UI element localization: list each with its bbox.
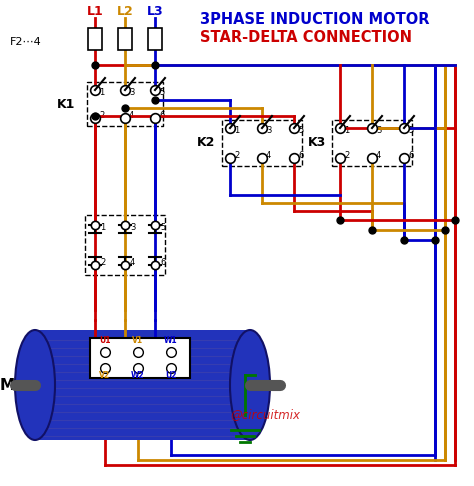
Text: K2: K2 [197, 137, 215, 150]
Bar [222, 120, 302, 166]
Text: 3PHASE INDUCTION MOTOR: 3PHASE INDUCTION MOTOR [200, 12, 429, 27]
Text: 6: 6 [408, 151, 413, 160]
Bar [85, 215, 165, 275]
Bar [35, 330, 250, 440]
Text: L2: L2 [117, 5, 133, 18]
Bar [87, 82, 163, 126]
Text: 4: 4 [129, 111, 134, 120]
Text: W1: W1 [164, 336, 178, 345]
Text: 4: 4 [266, 151, 271, 160]
Text: L3: L3 [146, 5, 164, 18]
Text: L1: L1 [87, 5, 103, 18]
Text: 5: 5 [159, 88, 164, 97]
Text: 4: 4 [376, 151, 381, 160]
Text: K3: K3 [308, 137, 326, 150]
Bar [90, 338, 190, 378]
Bar [332, 120, 412, 166]
Text: 1: 1 [99, 88, 104, 97]
Text: 3: 3 [376, 126, 382, 135]
Text: 2: 2 [100, 258, 105, 267]
Text: M: M [0, 378, 15, 393]
Text: 5: 5 [408, 126, 413, 135]
Text: W2: W2 [131, 371, 145, 380]
Text: 2: 2 [99, 111, 104, 120]
Bar [148, 28, 162, 50]
Text: 1: 1 [100, 223, 105, 232]
Text: 2: 2 [234, 151, 239, 160]
Text: 3: 3 [129, 88, 134, 97]
Bar [118, 28, 132, 50]
Bar [88, 28, 102, 50]
Text: 3: 3 [130, 223, 136, 232]
Text: U1: U1 [99, 336, 111, 345]
Text: 6: 6 [298, 151, 303, 160]
Text: V1: V1 [132, 336, 144, 345]
Text: F2⋯4: F2⋯4 [10, 37, 42, 47]
Text: 4: 4 [130, 258, 135, 267]
Text: 6: 6 [159, 111, 164, 120]
Text: 3: 3 [266, 126, 272, 135]
Text: 5: 5 [160, 223, 165, 232]
Text: U2: U2 [165, 371, 177, 380]
Text: 1: 1 [234, 126, 239, 135]
Text: 6: 6 [160, 258, 165, 267]
Text: 2: 2 [344, 151, 349, 160]
Text: 1: 1 [344, 126, 349, 135]
Text: K1: K1 [56, 98, 75, 110]
Text: V2: V2 [100, 371, 110, 380]
Text: @circuitmix: @circuitmix [230, 409, 300, 421]
Ellipse shape [230, 330, 270, 440]
Text: 5: 5 [298, 126, 303, 135]
Ellipse shape [15, 330, 55, 440]
Text: STAR-DELTA CONNECTION: STAR-DELTA CONNECTION [200, 30, 412, 45]
